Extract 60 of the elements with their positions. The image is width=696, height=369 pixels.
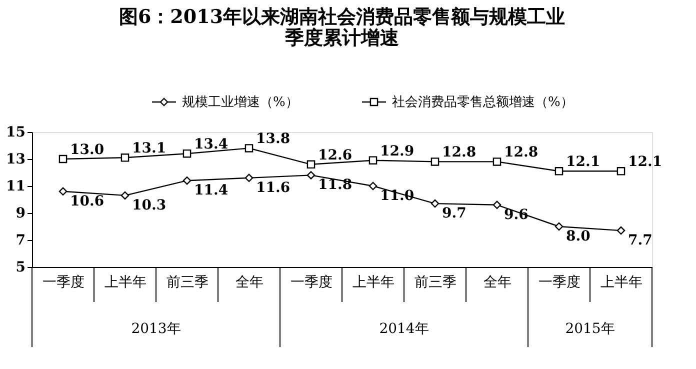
- data-label: 12.8: [504, 144, 538, 161]
- point: [492, 158, 502, 166]
- y-tick-label: 13: [6, 152, 26, 168]
- point: [58, 187, 68, 196]
- x-tick-label: 全年: [236, 274, 264, 290]
- x-tick-label: 前三季: [166, 274, 208, 290]
- y-tick-label: 7: [16, 232, 26, 248]
- point: [616, 226, 626, 235]
- point: [368, 156, 378, 164]
- x-tick-label: 上半年: [104, 274, 146, 290]
- data-label: 7.7: [628, 232, 652, 249]
- data-label: 12.9: [380, 143, 414, 160]
- data-label: 8.0: [566, 228, 591, 244]
- data-label: 13.8: [256, 131, 290, 148]
- data-label: 9.7: [442, 206, 466, 222]
- y-tick-label: 11: [6, 178, 26, 194]
- point: [368, 182, 378, 190]
- point: [430, 158, 440, 166]
- point: [492, 200, 502, 210]
- point: [616, 167, 626, 176]
- chart-title: 图6：2013年以来湖南社会消费品零售额与规模工业季度累计增速: [118, 6, 566, 49]
- point: [244, 174, 254, 182]
- data-label: 10.3: [132, 197, 166, 214]
- point: [306, 160, 316, 169]
- point: [430, 199, 440, 208]
- data-label: 12.8: [442, 144, 476, 161]
- data-label: 11.8: [318, 177, 352, 194]
- point: [554, 167, 564, 176]
- x-tick-label: 一季度: [42, 274, 84, 290]
- point: [182, 176, 192, 185]
- point: [554, 222, 564, 231]
- data-label: 11.6: [256, 180, 290, 196]
- data-label: 13.1: [132, 140, 166, 157]
- point: [120, 154, 130, 162]
- text: 2013年: [131, 321, 181, 337]
- data-label: 10.6: [70, 193, 104, 210]
- point: [306, 171, 316, 180]
- text: 2014年: [379, 321, 429, 337]
- point: [58, 154, 68, 164]
- x-tick-label: 全年: [484, 274, 512, 290]
- point: [120, 191, 130, 200]
- x-tick-label: 一季度: [290, 274, 332, 290]
- data-label: 13.4: [194, 136, 228, 153]
- y-tick-label: 5: [16, 260, 26, 276]
- data-label: 12.1: [628, 154, 662, 170]
- x-tick-label: 前三季: [414, 274, 456, 290]
- point: [182, 149, 192, 158]
- data-label: 12.6: [318, 147, 352, 164]
- data-label: 12.1: [566, 154, 600, 170]
- x-tick-label: 一季度: [538, 274, 580, 290]
- point: [244, 144, 254, 152]
- legend-label: 社会消费品零售总额增速（%）: [392, 95, 574, 110]
- y-tick-label: 15: [6, 124, 26, 140]
- data-label: 13.0: [70, 142, 104, 158]
- x-tick-label: 上半年: [352, 274, 394, 290]
- legend-label: 规模工业增速（%）: [182, 95, 298, 110]
- x-tick-label: 上半年: [600, 274, 642, 290]
- data-label: 11.4: [194, 182, 228, 199]
- y-tick-label: 9: [16, 206, 26, 222]
- text: 2015年: [565, 321, 615, 337]
